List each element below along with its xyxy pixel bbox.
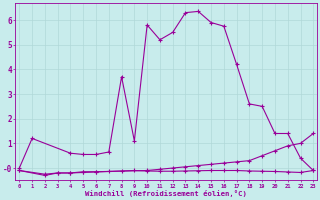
X-axis label: Windchill (Refroidissement éolien,°C): Windchill (Refroidissement éolien,°C) [85,190,247,197]
